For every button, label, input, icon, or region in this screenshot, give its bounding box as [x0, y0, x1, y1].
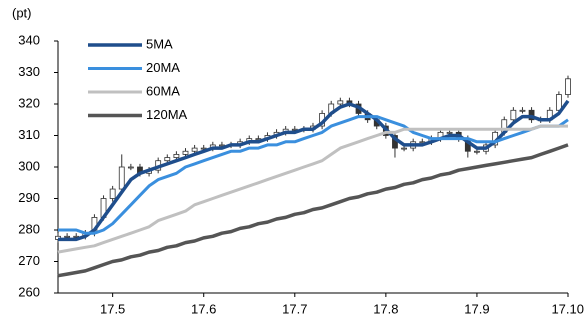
candle-body — [446, 131, 453, 134]
candle-body — [64, 235, 71, 238]
ma-line — [57, 124, 568, 254]
candle-body — [191, 147, 198, 152]
y-tick-label: 330 — [18, 64, 40, 79]
y-axis-label: (pt) — [12, 5, 32, 20]
legend-label: 5MA — [146, 36, 173, 51]
x-tick-label: 17.5 — [100, 301, 125, 316]
x-tick-label: 17.9 — [464, 301, 489, 316]
ma-line — [57, 143, 569, 278]
x-tick-label: 17.8 — [373, 301, 398, 316]
y-tick-label: 290 — [18, 190, 40, 205]
ma-line — [58, 115, 569, 235]
y-tick-label: 270 — [18, 253, 40, 268]
y-tick-label: 320 — [18, 95, 40, 110]
legend-label: 60MA — [146, 83, 180, 98]
candle-body — [164, 157, 171, 162]
y-tick-label: 300 — [18, 158, 40, 173]
y-tick-label: 340 — [18, 32, 40, 47]
candle-body — [565, 78, 571, 95]
legend-label: 20MA — [146, 60, 180, 75]
candle-body — [337, 100, 344, 105]
candle-body — [127, 166, 134, 169]
legend-label: 120MA — [146, 107, 188, 122]
y-tick-label: 280 — [18, 221, 40, 236]
ma-line — [58, 99, 570, 242]
candle-body — [401, 147, 407, 150]
y-tick-label: 260 — [18, 284, 40, 299]
candle-body — [118, 166, 125, 190]
candle-body — [474, 150, 480, 153]
candle-body — [555, 94, 562, 111]
y-tick-label: 310 — [18, 127, 40, 142]
x-tick-label: 17.10 — [551, 301, 584, 316]
x-tick-label: 17.6 — [191, 301, 216, 316]
candle-body — [109, 188, 116, 199]
candle-body — [173, 153, 180, 158]
candle-body — [510, 109, 517, 121]
candle-body — [519, 109, 526, 112]
x-tick-label: 17.7 — [282, 301, 307, 316]
candle-body — [182, 150, 189, 155]
